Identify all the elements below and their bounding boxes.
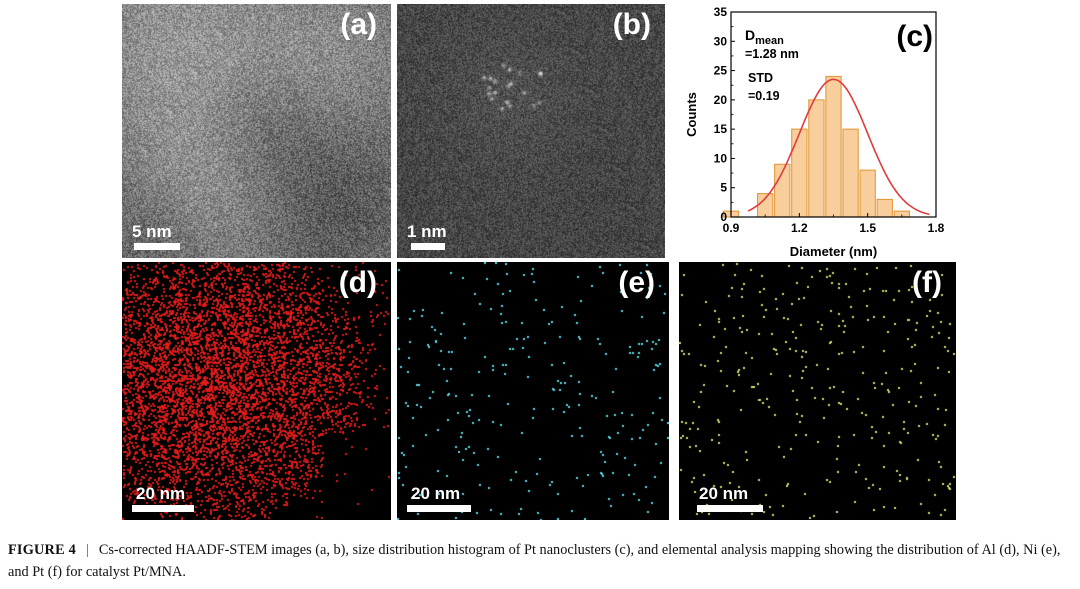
x-tick-label: 0.9 bbox=[723, 221, 740, 235]
histogram-bars bbox=[722, 75, 911, 218]
x-tick-label: 1.5 bbox=[859, 221, 876, 235]
dmean-value: =1.28 nm bbox=[745, 47, 799, 61]
scale-bar-b: 1 nm bbox=[407, 223, 447, 250]
panel-a-stem-image: (a) 5 nm bbox=[122, 4, 391, 258]
gaussian-fit-curve bbox=[747, 78, 930, 216]
scale-bar-line-b bbox=[411, 243, 445, 250]
y-tick-label: 15 bbox=[714, 122, 728, 136]
scale-bar-f: 20 nm bbox=[689, 485, 763, 512]
scale-bar-label-d: 20 nm bbox=[136, 484, 186, 503]
caption-text: Cs-corrected HAADF-STEM images (a, b), s… bbox=[8, 542, 1061, 580]
histogram-bar bbox=[876, 198, 893, 218]
histogram-chart-c: 0 5 10 15 20 25 30 35 0.9 1.2 1.5 1.8 Diameter (nm)… bbox=[684, 5, 945, 259]
elemental-map-ni bbox=[397, 262, 669, 520]
std-label: STD bbox=[748, 71, 773, 85]
scale-bar-line-a bbox=[134, 243, 180, 250]
scale-bar-label-a: 5 nm bbox=[132, 222, 172, 241]
elemental-map-al bbox=[122, 262, 391, 520]
scale-bar-d: 20 nm bbox=[132, 485, 194, 512]
histogram-bar bbox=[842, 128, 859, 218]
histogram-bar bbox=[791, 128, 808, 218]
dmean-subscript: mean bbox=[755, 35, 784, 47]
scale-bar-line-e bbox=[407, 505, 471, 512]
stem-image-b bbox=[397, 4, 665, 258]
y-tick-label: 25 bbox=[714, 64, 728, 78]
scale-bar-a: 5 nm bbox=[132, 223, 180, 250]
y-axis-label: Counts bbox=[684, 92, 699, 137]
panel-label-d: (d) bbox=[338, 266, 377, 299]
y-tick-label: 35 bbox=[714, 5, 728, 19]
panel-f-pt-map: (f) 20 nm bbox=[679, 262, 956, 520]
scale-bar-line-f bbox=[697, 505, 763, 512]
scale-bar-label-b: 1 nm bbox=[407, 222, 447, 241]
elemental-map-pt bbox=[679, 262, 956, 520]
y-tick-label: 10 bbox=[714, 151, 728, 165]
x-tick-label: 1.8 bbox=[928, 221, 945, 235]
std-value: =0.19 bbox=[748, 89, 780, 103]
scale-bar-label-f: 20 nm bbox=[699, 484, 749, 503]
panel-label-c: (c) bbox=[896, 20, 933, 53]
scale-bar-e: 20 nm bbox=[407, 485, 471, 512]
y-tick-label: 30 bbox=[714, 34, 728, 48]
dmean-annotation: Dmean bbox=[745, 27, 784, 47]
panel-d-al-map: (d) 20 nm bbox=[122, 262, 391, 520]
panel-label-f: (f) bbox=[912, 266, 942, 299]
y-tick-label: 20 bbox=[714, 93, 728, 107]
histogram-bar bbox=[808, 99, 825, 218]
dmean-symbol: D bbox=[745, 27, 755, 43]
figure-label: FIGURE 4 bbox=[8, 542, 76, 558]
histogram-bar bbox=[825, 75, 842, 218]
y-tick-label: 5 bbox=[720, 181, 727, 195]
histogram-bar bbox=[859, 169, 876, 218]
panel-label-e: (e) bbox=[618, 266, 655, 299]
y-tick-label: 0 bbox=[720, 210, 727, 224]
panel-label-b: (b) bbox=[612, 8, 651, 41]
x-axis-label: Diameter (nm) bbox=[790, 244, 877, 259]
histogram-bar bbox=[756, 193, 774, 218]
panel-label-a: (a) bbox=[340, 8, 377, 41]
scale-bar-label-e: 20 nm bbox=[411, 484, 461, 503]
panel-e-ni-map: (e) 20 nm bbox=[397, 262, 669, 520]
axis-ticks: 0 5 10 15 20 25 30 35 0.9 1.2 1.5 1.8 bbox=[714, 5, 945, 235]
caption-separator: | bbox=[85, 542, 89, 558]
figure-caption: FIGURE 4 | Cs-corrected HAADF-STEM images … bbox=[8, 539, 1074, 583]
stem-image-a bbox=[122, 4, 391, 258]
scale-bar-line-d bbox=[132, 505, 194, 512]
x-tick-label: 1.2 bbox=[791, 221, 808, 235]
panel-b-stem-image: (b) 1 nm bbox=[397, 4, 665, 258]
